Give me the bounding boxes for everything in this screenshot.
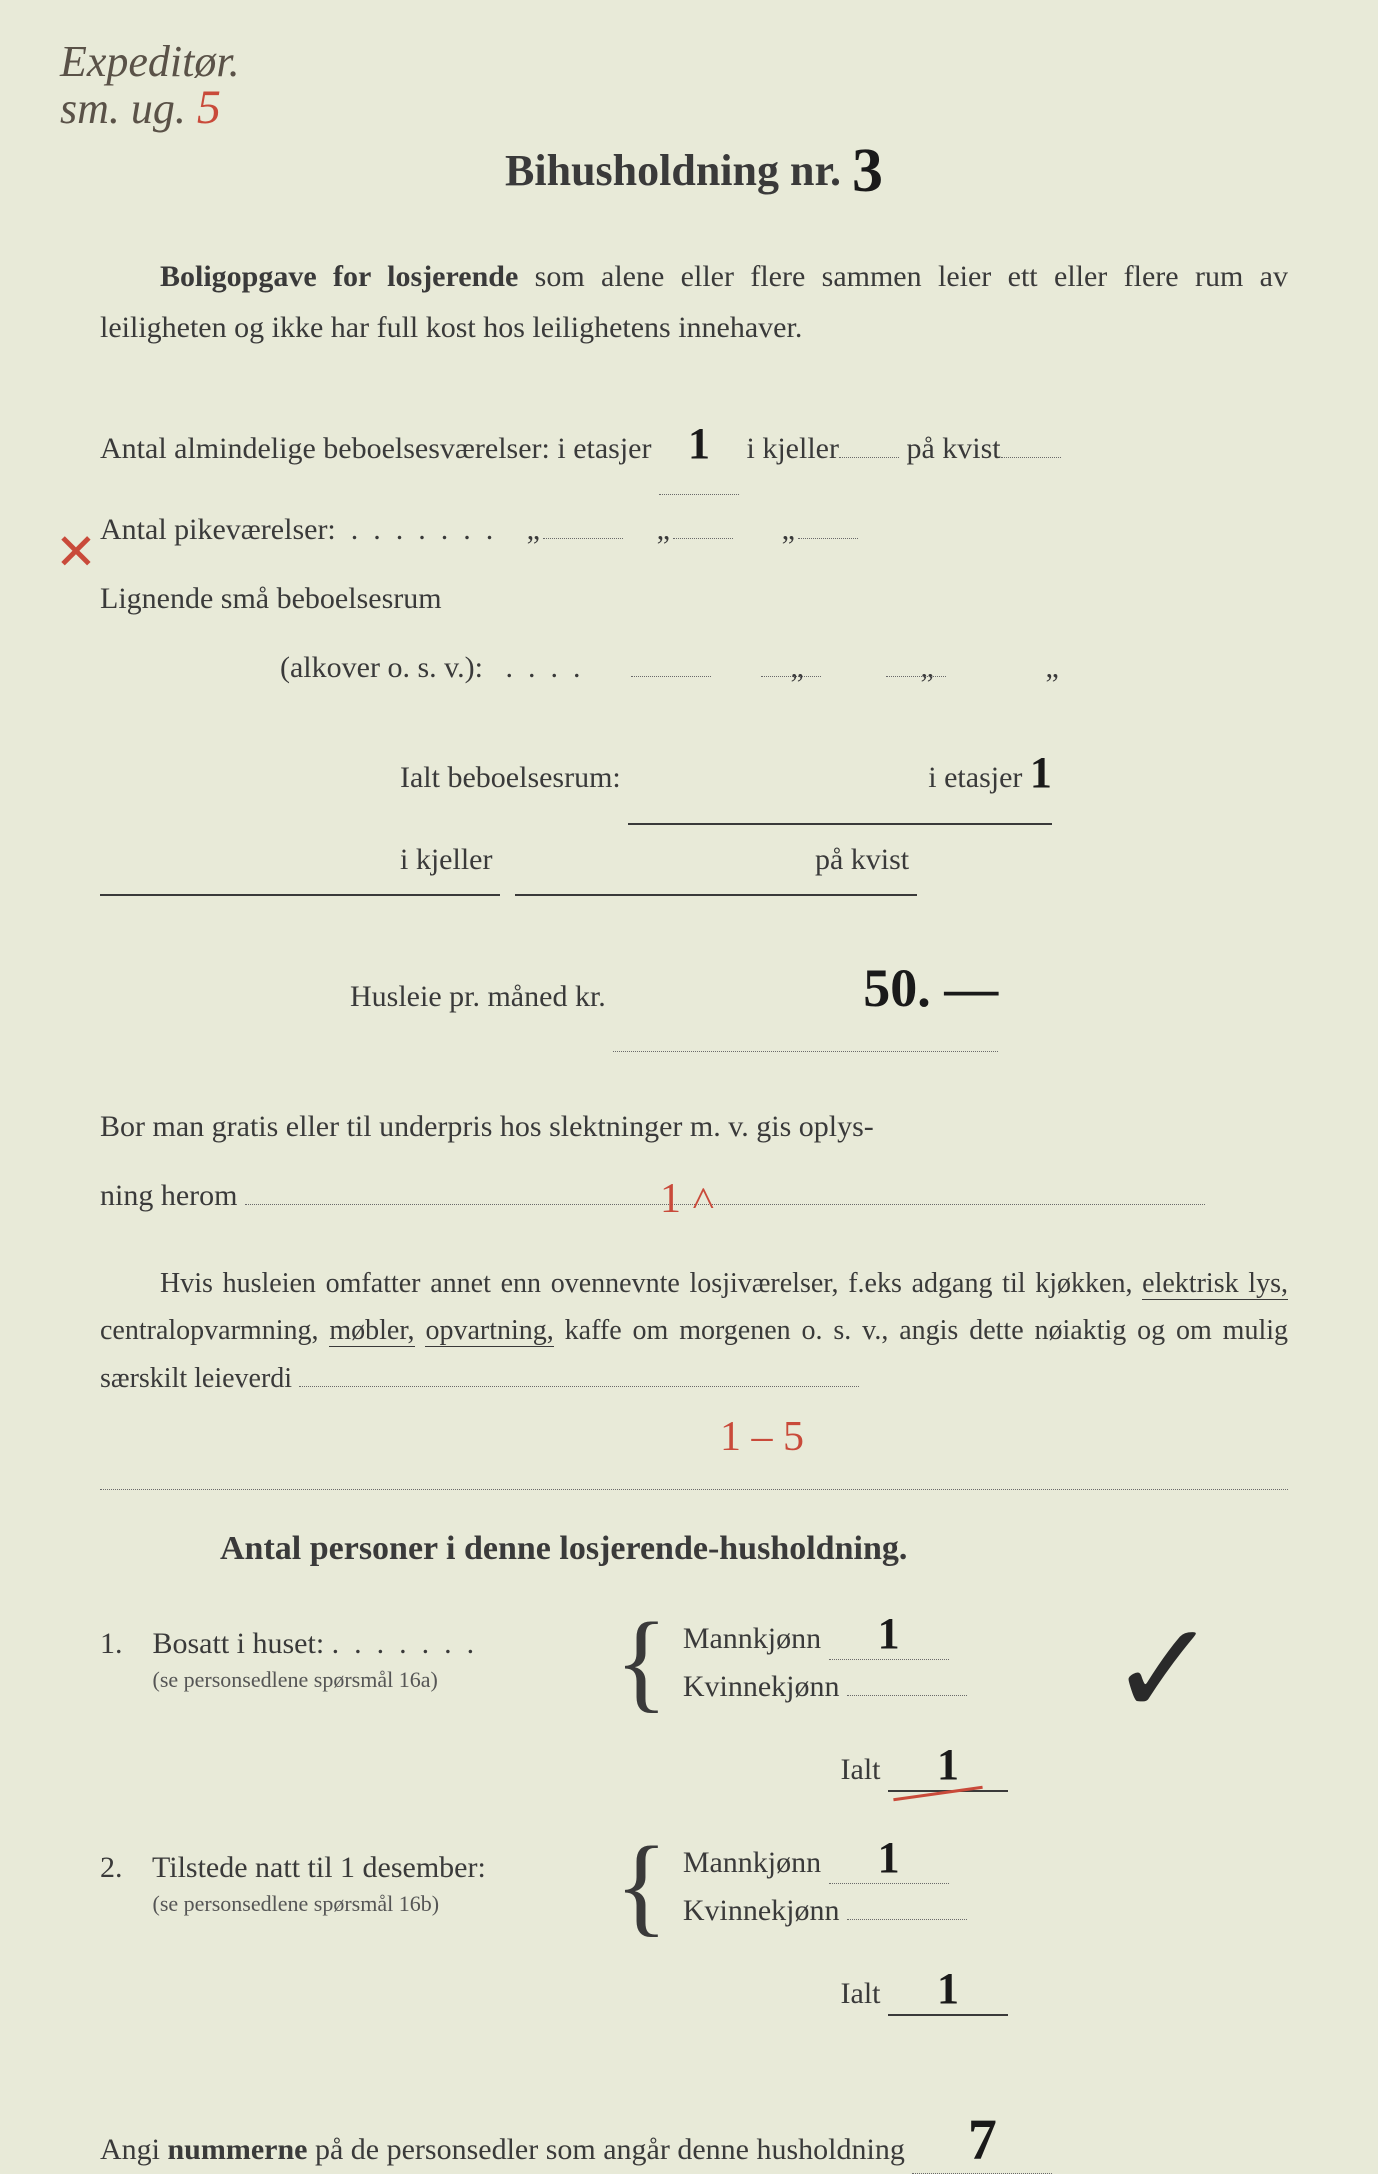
bottom-line: Angi nummerne på de personsedler som ang…: [100, 2106, 1288, 2174]
q2-sub: (se personsedlene spørsmål 16b): [153, 1891, 440, 1916]
q1-ialt-value: 1: [937, 1740, 959, 1789]
red-annotation-1-5: 1 – 5: [660, 1402, 1378, 1473]
etasjer-label: i etasjer: [557, 432, 651, 465]
title-text: Bihusholdning nr.: [505, 146, 841, 195]
inc-u2: møbler,: [329, 1315, 414, 1347]
q2-ialt-value: 1: [937, 1964, 959, 2013]
q1-ialt: Ialt 1: [100, 1739, 1288, 1792]
q2-kvinne-label: Kvinnekjønn: [683, 1894, 840, 1927]
x-mark-annotation: ✕: [55, 495, 97, 610]
rooms-line2: ✕ Antal pikeværelser: . . . . . . . „ „ …: [100, 495, 1288, 564]
rooms-line2-label: Antal pikeværelser:: [100, 513, 336, 546]
bottom-bold: nummerne: [168, 2133, 308, 2166]
bottom-hw-value: 7: [968, 2107, 997, 2172]
kjeller-value: [839, 457, 899, 458]
brace-icon: {: [615, 1617, 668, 1705]
annotation-line1: Expeditør.: [60, 37, 240, 86]
q1-kvinne-label: Kvinnekjønn: [683, 1670, 840, 1703]
rooms-line3a: Lignende små beboelsesrum: [100, 564, 1288, 633]
q1-mann-label: Mannkjønn: [683, 1622, 821, 1655]
question-2: 2. Tilstede natt til 1 desember: (se per…: [100, 1832, 1288, 1938]
title-number-handwritten: 3: [852, 136, 883, 207]
inc-u1: elektrisk lys,: [1142, 1268, 1288, 1300]
persons-section-title: Antal personer i denne losjerende-hushol…: [100, 1530, 1288, 1568]
gratis-line2: ning herom 1 ˄: [100, 1161, 1288, 1230]
q2-mann-label: Mannkjønn: [683, 1846, 821, 1879]
intro-paragraph: Boligopgave for losjerende som alene ell…: [100, 251, 1288, 353]
intro-bold: Boligopgave for losjerende: [160, 260, 518, 293]
q2-num: 2.: [100, 1851, 123, 1884]
q2-ialt-label: Ialt: [841, 1977, 881, 2010]
rent-label: Husleie pr. måned kr.: [350, 980, 606, 1013]
annotation-line2: sm. ug.: [60, 84, 186, 133]
inc-u3: opvartning,: [425, 1315, 553, 1347]
q2-label: Tilstede natt til 1 desember:: [152, 1851, 486, 1884]
q1-label: Bosatt i huset:: [153, 1627, 325, 1660]
q1-sub: (se personsedlene spørsmål 16a): [153, 1667, 438, 1692]
sum-etasjer-value: 1: [1030, 748, 1052, 797]
rooms-line3b-label: (alkover o. s. v.):: [280, 651, 483, 684]
included-paragraph: Hvis husleien omfatter annet enn ovennev…: [100, 1260, 1288, 1490]
kjeller-label: i kjeller: [747, 432, 839, 465]
big-checkmark: ✓: [1109, 1593, 1218, 1746]
etasjer-value: 1: [688, 419, 710, 468]
rooms-sum-label: Ialt beboelsesrum:: [400, 761, 621, 794]
rooms-sum: Ialt beboelsesrum: i etasjer 1 i kjeller…: [100, 722, 1288, 896]
rent-value: 50. —: [863, 958, 998, 1018]
gratis-label2: ning herom: [100, 1179, 237, 1212]
inc-t2: centralopvarmning,: [100, 1315, 329, 1346]
rooms-line3b: (alkover o. s. v.): . . . . „ „ „: [100, 633, 1288, 702]
bottom-t2: på de personsedler som angår denne husho…: [307, 2133, 904, 2166]
gratis-text1: Bor man gratis eller til underpris hos s…: [100, 1110, 874, 1143]
q2-ialt: Ialt 1: [100, 1963, 1288, 2016]
rent-line: Husleie pr. måned kr. 50. —: [100, 926, 1288, 1051]
rooms-line1: Antal almindelige beboelsesværelser: i e…: [100, 393, 1288, 495]
annotation-top-left: Expeditør. sm. ug. 5: [60, 40, 240, 132]
q2-mann-value: 1: [878, 1833, 900, 1882]
kvist-value: [1001, 457, 1061, 458]
kvist-label: på kvist: [906, 432, 1000, 465]
rooms-line3a-label: Lignende små beboelsesrum: [100, 582, 442, 615]
q1-mann-value: 1: [878, 1609, 900, 1658]
annotation-red-num: 5: [197, 81, 221, 134]
red-annotation-12: 1 ˄: [660, 1151, 715, 1248]
rooms-line1-label: Antal almindelige beboelsesværelser:: [100, 432, 550, 465]
bottom-t1: Angi: [100, 2133, 168, 2166]
brace-icon-2: {: [615, 1841, 668, 1929]
q1-ialt-label: Ialt: [841, 1753, 881, 1786]
q1-num: 1.: [100, 1627, 123, 1660]
page-title: Bihusholdning nr. 3: [100, 130, 1288, 201]
inc-t1: Hvis husleien omfatter annet enn ovennev…: [160, 1268, 1142, 1299]
